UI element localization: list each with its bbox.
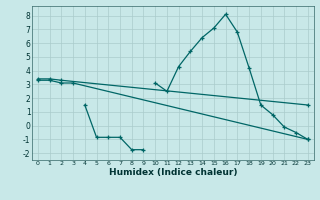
X-axis label: Humidex (Indice chaleur): Humidex (Indice chaleur)	[108, 168, 237, 177]
